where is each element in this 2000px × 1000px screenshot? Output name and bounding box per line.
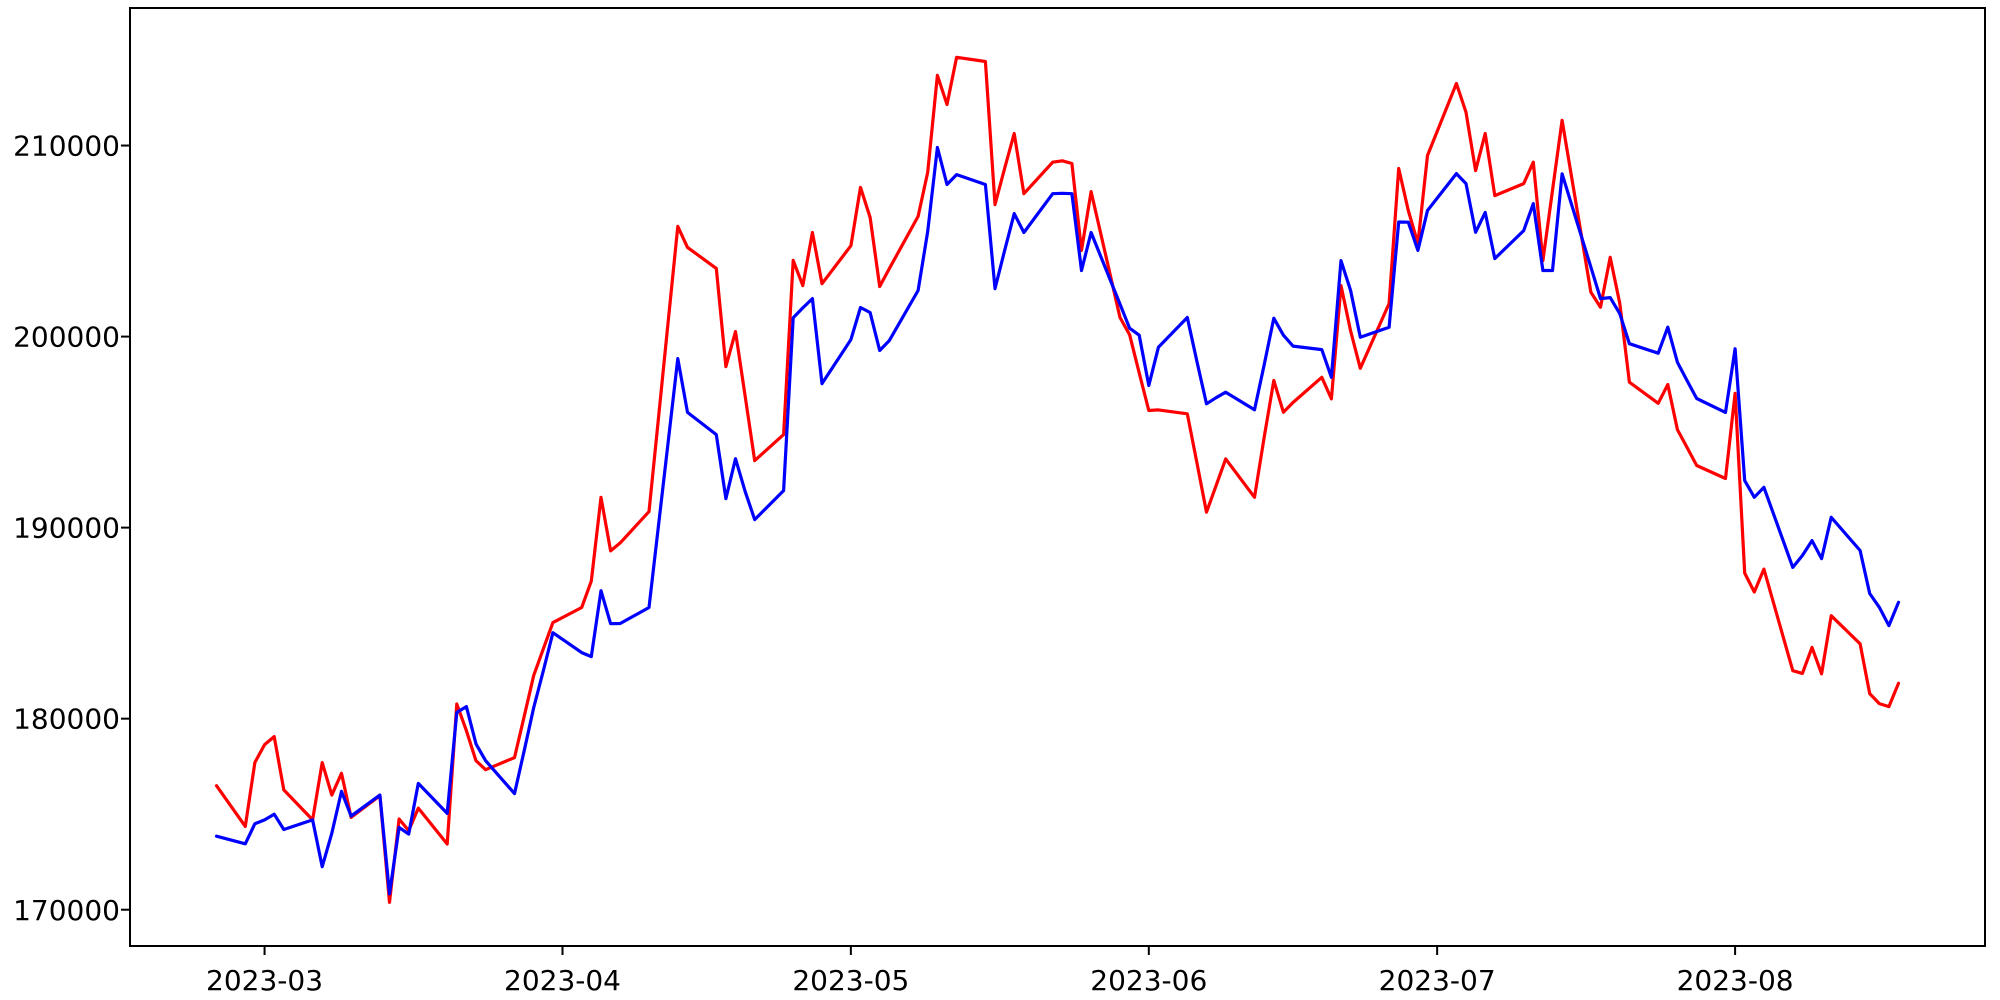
y-tick-label: 200000: [13, 321, 120, 354]
x-tick-label: 2023-03: [206, 964, 323, 997]
x-tick-label: 2023-08: [1677, 964, 1794, 997]
axes-frame: [129, 7, 1986, 947]
x-tick-label: 2023-05: [792, 964, 909, 997]
x-tick-label: 2023-07: [1379, 964, 1496, 997]
series-blue-line: [214, 145, 1901, 896]
x-tick-label: 2023-06: [1090, 964, 1207, 997]
y-tick-label: 170000: [13, 894, 120, 927]
y-tick-label: 210000: [13, 130, 120, 163]
x-tick-label: 2023-04: [504, 964, 621, 997]
y-tick-label: 180000: [13, 703, 120, 736]
y-tick-label: 190000: [13, 512, 120, 545]
